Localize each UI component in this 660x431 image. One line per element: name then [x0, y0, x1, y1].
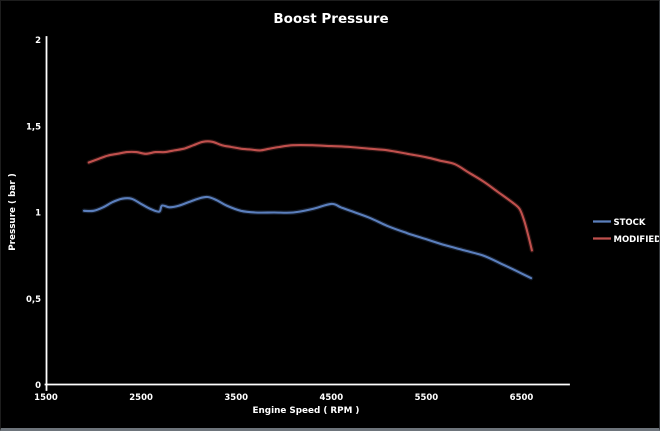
x-tick-label: 5500 — [415, 393, 439, 403]
chart-title: Boost Pressure — [273, 11, 388, 27]
series-line-stock — [82, 195, 533, 280]
y-tick-label: 0 — [35, 381, 41, 391]
x-axis-ticks: 1500 2500 3500 4500 5500 6500 — [34, 393, 533, 403]
x-tick-label: 2500 — [129, 393, 153, 403]
y-axis-title: Pressure ( bar ) — [8, 173, 18, 251]
y-tick-label: 0,5 — [26, 295, 41, 305]
x-tick-label: 3500 — [224, 393, 248, 403]
stock-legend-label: STOCK — [614, 218, 646, 228]
x-axis-title: Engine Speed ( RPM ) — [253, 406, 360, 416]
axes — [44, 36, 570, 391]
series-glow-modified — [86, 139, 535, 253]
x-tick-label: 6500 — [510, 393, 534, 403]
y-tick-label: 1,5 — [26, 122, 41, 132]
legend-entry-stock: STOCK — [593, 218, 646, 228]
y-tick-label: 2 — [35, 36, 41, 46]
plot-area — [81, 139, 535, 281]
legend: STOCK MODIFIED — [593, 218, 659, 245]
x-tick-label: 4500 — [319, 393, 343, 403]
y-axis-ticks: 0 0,5 1 1,5 2 — [26, 36, 41, 391]
modified-legend-label: MODIFIED — [614, 235, 660, 245]
legend-entry-modified: MODIFIED — [593, 235, 659, 245]
y-tick-label: 1 — [35, 209, 41, 219]
x-tick-label: 1500 — [34, 393, 58, 403]
series-line-modified — [87, 140, 533, 252]
